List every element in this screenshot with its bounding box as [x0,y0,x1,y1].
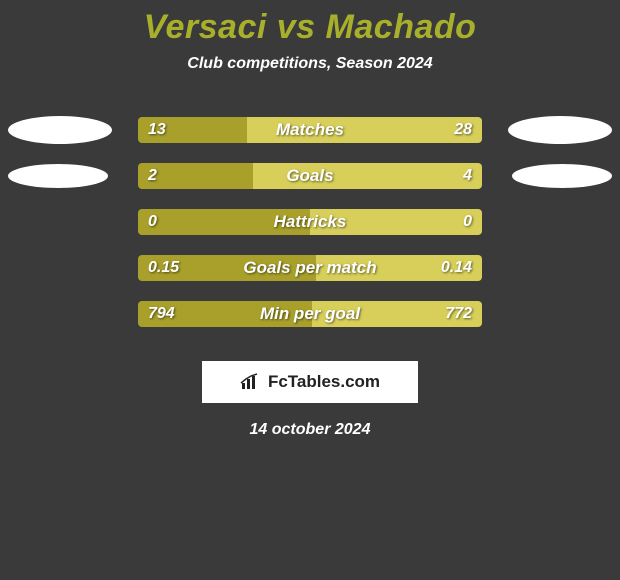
team-pill-left [8,116,112,144]
stat-bar: 0.150.14Goals per match [138,255,482,281]
stat-row: 00Hattricks [0,199,620,245]
title-player1: Versaci [144,8,267,46]
brand-badge: FcTables.com [202,361,418,403]
stat-row: 794772Min per goal [0,291,620,337]
bar-chart-icon [240,373,262,391]
stat-bar: 00Hattricks [138,209,482,235]
stat-label: Min per goal [138,301,482,327]
stat-label: Hattricks [138,209,482,235]
title-player2: Machado [326,8,477,46]
stat-row: 1328Matches [0,107,620,153]
stat-label: Goals per match [138,255,482,281]
stat-bar: 794772Min per goal [138,301,482,327]
subtitle: Club competitions, Season 2024 [0,55,620,73]
team-pill-right [512,164,612,188]
team-pill-right [508,116,612,144]
comparison-infographic: Versaci vs Machado Club competitions, Se… [0,0,620,580]
stat-row: 0.150.14Goals per match [0,245,620,291]
stat-row: 24Goals [0,153,620,199]
stat-label: Matches [138,117,482,143]
stat-bar: 24Goals [138,163,482,189]
title-vs: vs [277,8,316,46]
date-text: 14 october 2024 [0,421,620,439]
page-title: Versaci vs Machado [0,0,620,47]
brand-text: FcTables.com [268,372,380,392]
team-pill-left [8,164,108,188]
stat-bar: 1328Matches [138,117,482,143]
stats-area: 1328Matches 24Goals 00Hattricks 0.150.14Goa… [0,107,620,337]
stat-label: Goals [138,163,482,189]
